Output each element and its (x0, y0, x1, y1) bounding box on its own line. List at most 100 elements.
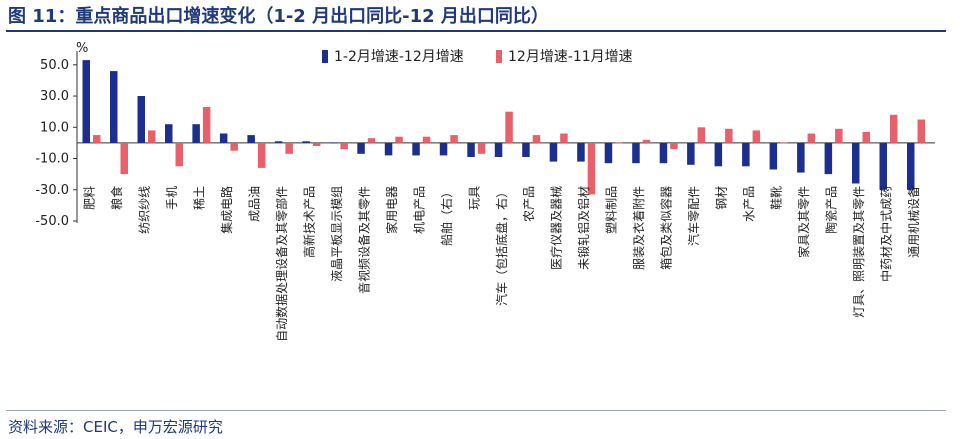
category-label: 未锻轧铝及铝材 (576, 186, 591, 270)
bar-1-15 (467, 142, 475, 157)
bar-2-2 (120, 142, 128, 175)
bar-2-28 (835, 128, 843, 143)
category-label: 稀土 (192, 186, 206, 210)
category-label: 船舶（右） (439, 186, 454, 246)
bar-1-18 (549, 142, 558, 162)
bar-2-18 (560, 133, 568, 143)
y-axis-unit: % (76, 41, 88, 56)
category-label: 集成电路 (219, 186, 234, 234)
bar-1-27 (797, 142, 805, 173)
legend-label-2: 12月增速-11月增速 (508, 49, 633, 65)
bar-1-6 (219, 133, 228, 143)
bar-1-9 (302, 141, 310, 143)
bar-1-25 (742, 142, 750, 167)
bar-1-11 (357, 142, 365, 154)
category-label: 汽车零配件 (686, 186, 701, 246)
bar-2-25 (752, 130, 761, 143)
category-label: 成品油 (247, 186, 261, 222)
category-label: 通用机械设备 (906, 186, 921, 258)
category-label: 塑料制品 (604, 186, 619, 234)
bar-2-4 (175, 142, 183, 167)
bars (82, 60, 925, 195)
chart-title: 图 11：重点商品出口增速变化（1-2 月出口同比-12 月出口同比） (8, 6, 549, 27)
y-tick-label: -50.0 (35, 214, 69, 229)
bar-2-22 (670, 142, 678, 150)
bar-2-5 (202, 107, 211, 143)
bar-2-30 (890, 114, 898, 143)
bar-2-9 (312, 142, 321, 146)
y-tick-label: 50.0 (40, 58, 69, 73)
bar-2-26 (780, 142, 788, 144)
category-label: 鞋靴 (769, 186, 784, 210)
category-label: 家具及其零件 (796, 186, 811, 258)
category-label: 水产品 (742, 186, 756, 222)
bar-1-2 (110, 71, 118, 143)
bar-1-19 (577, 142, 585, 162)
category-label: 粮食 (109, 186, 124, 210)
bar-1-1 (82, 60, 90, 143)
bar-1-31 (907, 142, 915, 190)
category-label: 钢材 (715, 186, 729, 210)
x-axis-labels: 肥料 粮食 纺织纱线 手机 稀土 集成电路 成品油 自动数据处理设备及其零部件 高新技术产品 液晶… (83, 186, 922, 342)
bar-2-21 (642, 139, 651, 143)
y-axis: 50.0 30.0 10.0 -10.0 -30.0 -50.0% (35, 41, 935, 229)
category-label: 音视频设备及其零件 (356, 186, 371, 294)
bar-1-10 (329, 142, 338, 144)
bar-2-8 (285, 142, 293, 154)
bar-1-26 (769, 142, 778, 170)
category-label: 医疗仪器及器械 (549, 186, 564, 270)
category-label: 纺织纱线 (138, 186, 152, 234)
bar-2-13 (422, 136, 431, 143)
bar-1-3 (137, 96, 145, 143)
category-label: 灯具、照明装置及其零件 (852, 186, 866, 318)
bar-2-6 (230, 142, 238, 151)
bar-chart: 1-2月增速-12月增速 12月增速-11月增速 50.0 30.0 10.0 -10.… (35, 41, 935, 342)
category-label: 手机 (165, 186, 179, 210)
y-tick-label: 30.0 (40, 89, 69, 104)
bar-2-24 (725, 128, 733, 143)
y-tick-label: -10.0 (35, 152, 69, 167)
category-label: 汽车（包括底盘，右） (494, 186, 509, 306)
bar-2-27 (807, 133, 816, 143)
bar-2-12 (395, 136, 403, 143)
y-tick-label: -30.0 (35, 183, 69, 198)
bar-1-23 (687, 142, 695, 165)
bar-2-15 (477, 142, 486, 154)
bar-2-31 (917, 119, 925, 143)
bar-1-21 (632, 142, 640, 164)
legend-swatch-1 (322, 50, 328, 63)
category-label: 陶瓷产品 (824, 186, 839, 234)
category-label: 服装及衣着附件 (631, 186, 646, 270)
y-tick-label: 10.0 (40, 120, 69, 135)
legend-swatch-2 (496, 50, 502, 63)
legend: 1-2月增速-12月增速 12月增速-11月增速 (322, 49, 633, 65)
bar-2-23 (697, 127, 706, 143)
bar-1-4 (165, 124, 173, 143)
bar-1-7 (247, 135, 255, 143)
category-label: 中药材及中式成药 (879, 186, 894, 282)
bar-1-28 (824, 142, 833, 175)
category-label: 箱包及类似容器 (659, 186, 674, 270)
bar-2-29 (862, 132, 870, 143)
bar-1-8 (274, 141, 283, 143)
bar-2-16 (505, 111, 513, 143)
title-divider (6, 30, 946, 32)
bar-1-20 (604, 142, 613, 164)
source-note: 资料来源：CEIC，申万宏源研究 (8, 418, 223, 436)
category-label: 玩具 (467, 186, 481, 210)
category-label: 家用电器 (384, 186, 399, 234)
bar-1-17 (522, 142, 530, 157)
category-label: 高新技术产品 (301, 186, 316, 258)
bar-1-29 (852, 142, 860, 184)
footer-divider (6, 410, 946, 411)
category-label: 肥料 (83, 186, 97, 210)
bar-1-30 (879, 142, 887, 190)
bar-2-14 (450, 135, 458, 143)
bar-1-16 (494, 142, 503, 157)
bar-2-3 (148, 130, 156, 143)
bar-2-10 (340, 142, 348, 150)
category-label: 机电产品 (412, 186, 426, 234)
bar-2-17 (532, 135, 541, 143)
bar-1-5 (192, 124, 200, 143)
category-label: 农产品 (522, 186, 536, 222)
